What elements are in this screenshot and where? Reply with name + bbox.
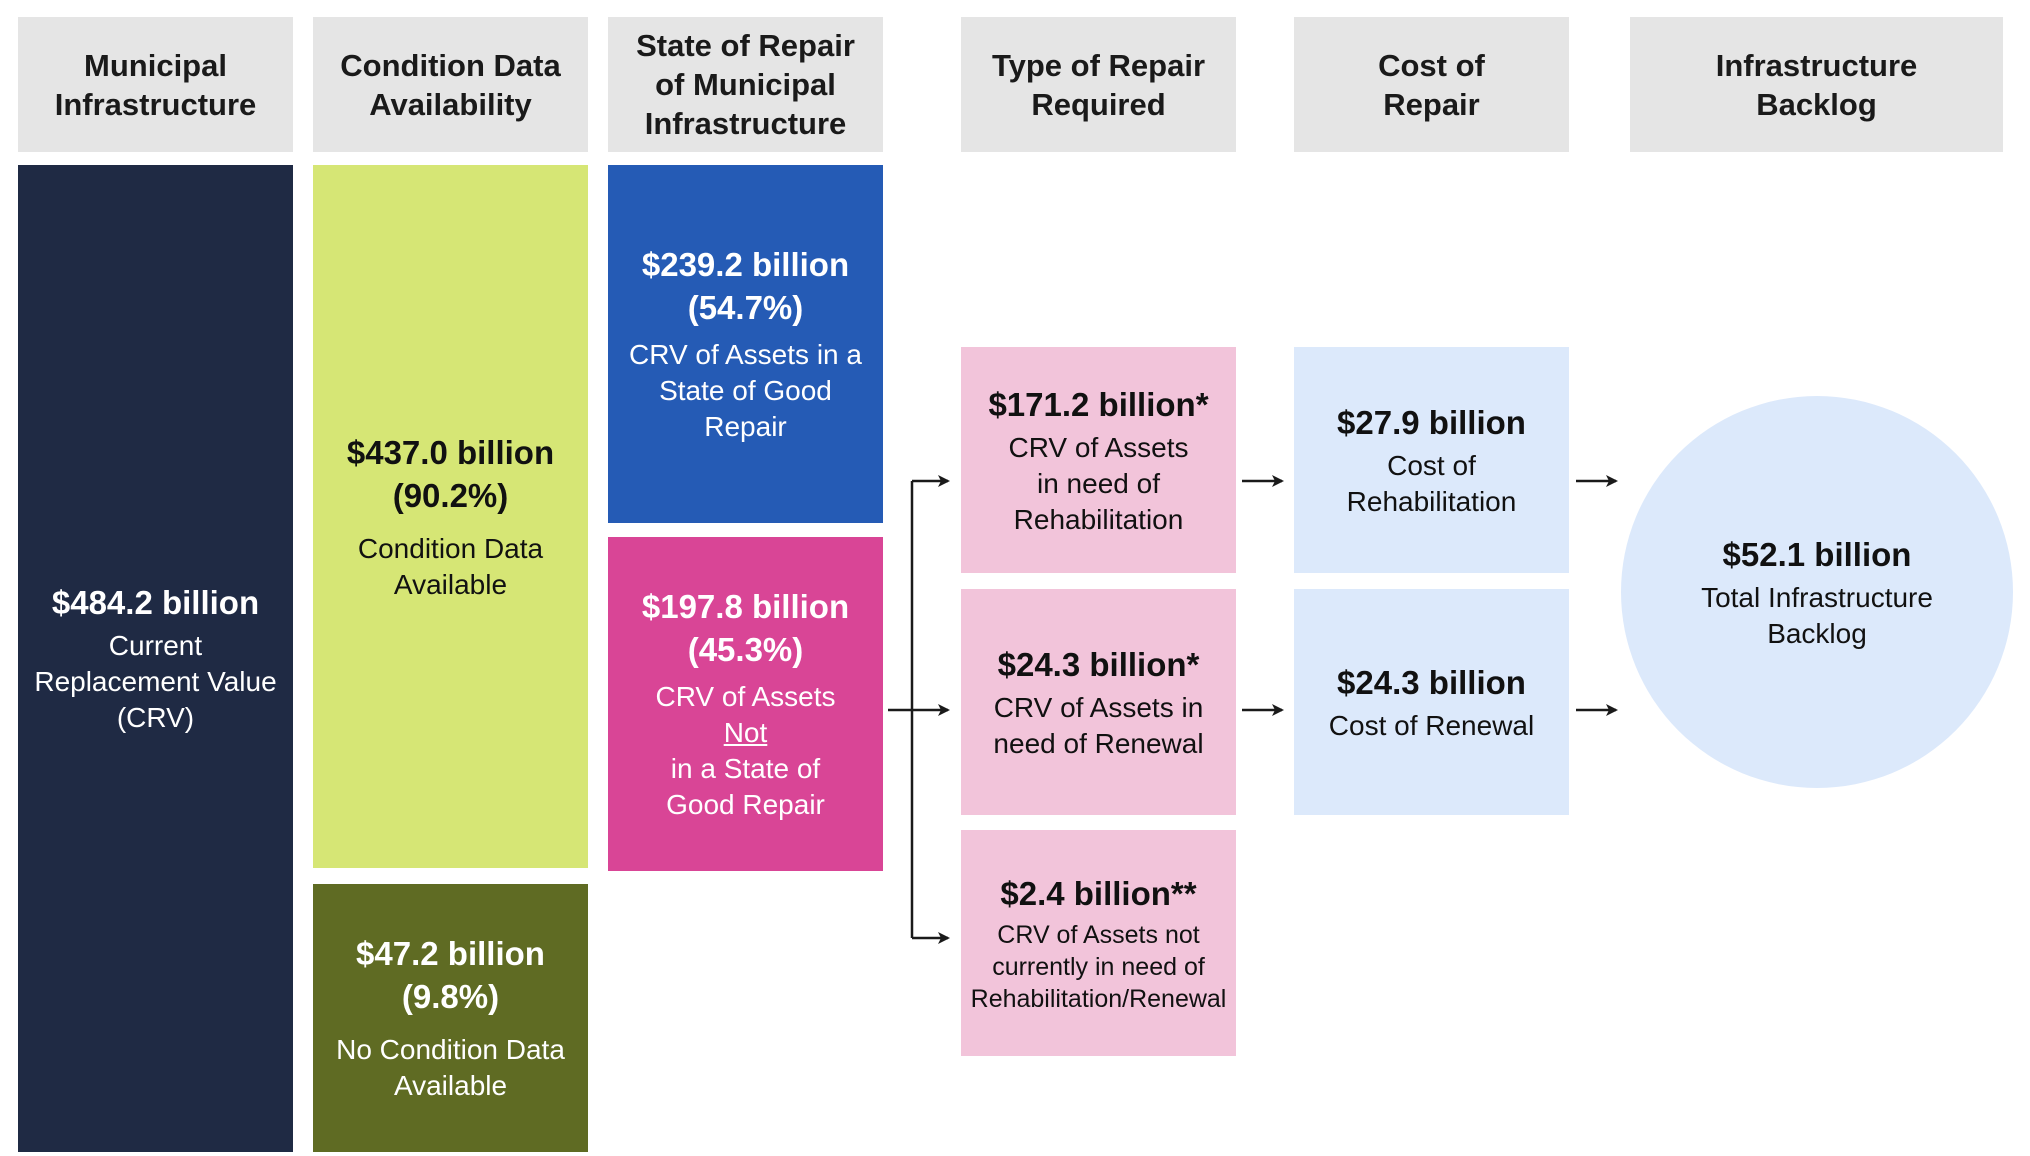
good-repair-box: $239.2 billion (54.7%) CRV of Assets in … xyxy=(608,165,883,523)
header-line: Availability xyxy=(369,86,532,122)
good-repair-desc: CRV of Assets in a xyxy=(629,339,862,370)
backlog-total-desc: Total Infrastructure xyxy=(1701,581,1933,613)
no-need-desc: currently in need of xyxy=(992,952,1205,981)
cost-renewal-desc: Cost of Renewal xyxy=(1328,709,1535,741)
renewal-need-desc: need of Renewal xyxy=(993,727,1204,759)
crv-total-desc: Current xyxy=(108,630,203,661)
crv-total-box: $484.2 billion Current Replacement Value… xyxy=(18,165,293,1152)
rehabilitation-need-box: $171.2 billion* CRV of Assets in need of… xyxy=(961,347,1236,573)
no-need-desc: Rehabilitation/Renewal xyxy=(970,984,1227,1013)
cost-rehabilitation-desc: Cost of xyxy=(1387,449,1476,481)
rehabilitation-need-desc: CRV of Assets xyxy=(1008,431,1189,463)
no-need-box: $2.4 billion** CRV of Assets not current… xyxy=(961,830,1236,1056)
not-underlined: Not xyxy=(723,717,768,748)
cost-rehabilitation-value: $27.9 billion xyxy=(1337,403,1526,441)
header-line: Condition Data xyxy=(340,47,561,83)
cost-renewal-value: $24.3 billion xyxy=(1337,663,1526,701)
condition-unavailable-pct: (9.8%) xyxy=(401,978,500,1015)
not-good-repair-desc: Not in a State of xyxy=(655,715,835,787)
not-good-repair-desc-rest: in a State of xyxy=(670,753,821,784)
header-line: Municipal xyxy=(84,47,227,83)
header-line: Cost of xyxy=(1378,47,1485,83)
good-repair-pct: (54.7%) xyxy=(687,289,804,326)
not-good-repair-pct: (45.3%) xyxy=(687,631,804,668)
cost-rehabilitation-box: $27.9 billion Cost of Rehabilitation xyxy=(1294,347,1569,573)
rehabilitation-need-desc: in need of xyxy=(1036,467,1160,499)
not-good-repair-desc: CRV of Assets xyxy=(655,681,836,712)
header-line: Type of Repair xyxy=(991,47,1206,83)
header-line: Backlog xyxy=(1756,86,1877,122)
condition-available-desc: Condition Data xyxy=(357,532,544,564)
header-type-of-repair: Type of Repair Required xyxy=(961,17,1236,152)
header-municipal-infrastructure: Municipal Infrastructure xyxy=(18,17,293,152)
condition-available-desc: Available xyxy=(393,568,508,600)
condition-unavailable-desc: No Condition Data xyxy=(336,1034,565,1065)
rehabilitation-need-value: $171.2 billion* xyxy=(988,385,1209,423)
no-need-desc: CRV of Assets not xyxy=(997,920,1200,949)
header-cost-of-repair: Cost of Repair xyxy=(1294,17,1569,152)
no-need-value: $2.4 billion** xyxy=(1000,874,1197,912)
condition-available-box: $437.0 billion (90.2%) Condition Data Av… xyxy=(313,165,588,868)
good-repair-desc: State of Good Repair xyxy=(659,375,832,442)
backlog-total-value: $52.1 billion xyxy=(1722,535,1912,573)
renewal-need-box: $24.3 billion* CRV of Assets in need of … xyxy=(961,589,1236,815)
not-good-repair-desc: Good Repair xyxy=(666,789,825,820)
header-line: Infrastructure xyxy=(1715,47,1918,83)
backlog-total-circle: $52.1 billion Total Infrastructure Backl… xyxy=(1621,396,2013,788)
condition-available-value: $437.0 billion xyxy=(346,433,555,471)
header-state-of-repair: State of Repair of Municipal Infrastruct… xyxy=(608,17,883,152)
good-repair-value: $239.2 billion xyxy=(641,246,850,283)
condition-unavailable-desc: Available xyxy=(393,1070,508,1101)
condition-unavailable-value: $47.2 billion xyxy=(356,935,545,972)
crv-total-value: $484.2 billion xyxy=(51,584,260,621)
header-line: Repair xyxy=(1383,86,1480,122)
crv-total-desc: (CRV) xyxy=(116,702,195,733)
header-condition-data: Condition Data Availability xyxy=(313,17,588,152)
cost-rehabilitation-desc: Rehabilitation xyxy=(1346,485,1517,517)
cost-renewal-box: $24.3 billion Cost of Renewal xyxy=(1294,589,1569,815)
header-line: State of Repair xyxy=(636,28,855,63)
renewal-need-value: $24.3 billion* xyxy=(997,645,1200,683)
header-line: of Municipal xyxy=(655,67,836,102)
not-good-repair-value: $197.8 billion xyxy=(641,588,850,625)
rehabilitation-need-desc: Rehabilitation xyxy=(1013,503,1184,535)
crv-total-desc: Replacement Value xyxy=(34,666,277,697)
header-line: Infrastructure xyxy=(644,106,847,141)
not-good-repair-box: $197.8 billion (45.3%) CRV of Assets Not… xyxy=(608,537,883,871)
condition-unavailable-box: $47.2 billion (9.8%) No Condition Data A… xyxy=(313,884,588,1152)
header-infrastructure-backlog: Infrastructure Backlog xyxy=(1630,17,2003,152)
header-line: Required xyxy=(1031,86,1166,122)
condition-available-pct: (90.2%) xyxy=(392,476,509,514)
backlog-total-desc: Backlog xyxy=(1767,617,1867,649)
header-line: Infrastructure xyxy=(54,86,257,122)
renewal-need-desc: CRV of Assets in xyxy=(993,691,1204,723)
